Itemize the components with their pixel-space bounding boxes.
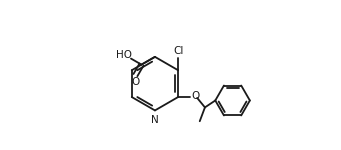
Text: HO: HO: [116, 50, 132, 60]
Text: N: N: [151, 115, 159, 125]
Text: Cl: Cl: [174, 46, 184, 56]
Text: O: O: [131, 77, 139, 87]
Text: O: O: [191, 91, 199, 101]
